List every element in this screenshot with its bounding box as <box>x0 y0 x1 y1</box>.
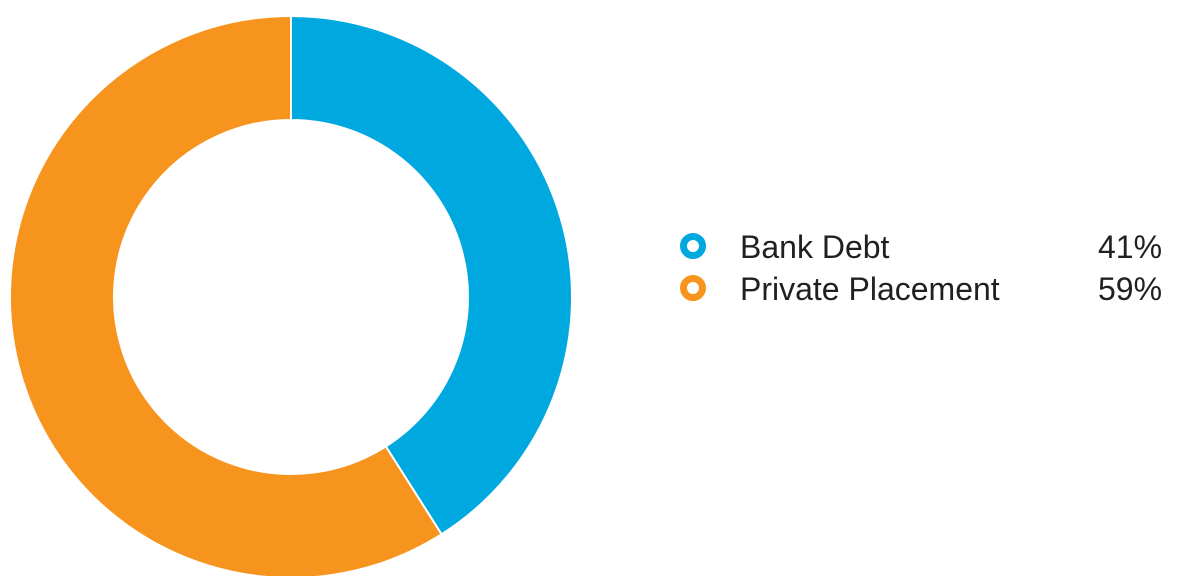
legend: Bank Debt 41% Private Placement 59% <box>680 228 1187 312</box>
donut-slice-bank-debt <box>290 14 573 536</box>
legend-item-private-placement: Private Placement 59% <box>680 270 1187 312</box>
donut-slices <box>9 14 573 576</box>
legend-item-bank-debt: Bank Debt 41% <box>680 228 1187 270</box>
donut-chart <box>9 14 573 576</box>
legend-value: 41% <box>1098 229 1163 265</box>
private-placement-marker-icon <box>680 275 706 301</box>
legend-label: Private Placement <box>740 271 1000 307</box>
bank-debt-marker-icon <box>680 233 706 259</box>
legend-value: 59% <box>1098 271 1163 307</box>
legend-label: Bank Debt <box>740 229 890 265</box>
donut-slice-private-placement <box>9 14 443 576</box>
